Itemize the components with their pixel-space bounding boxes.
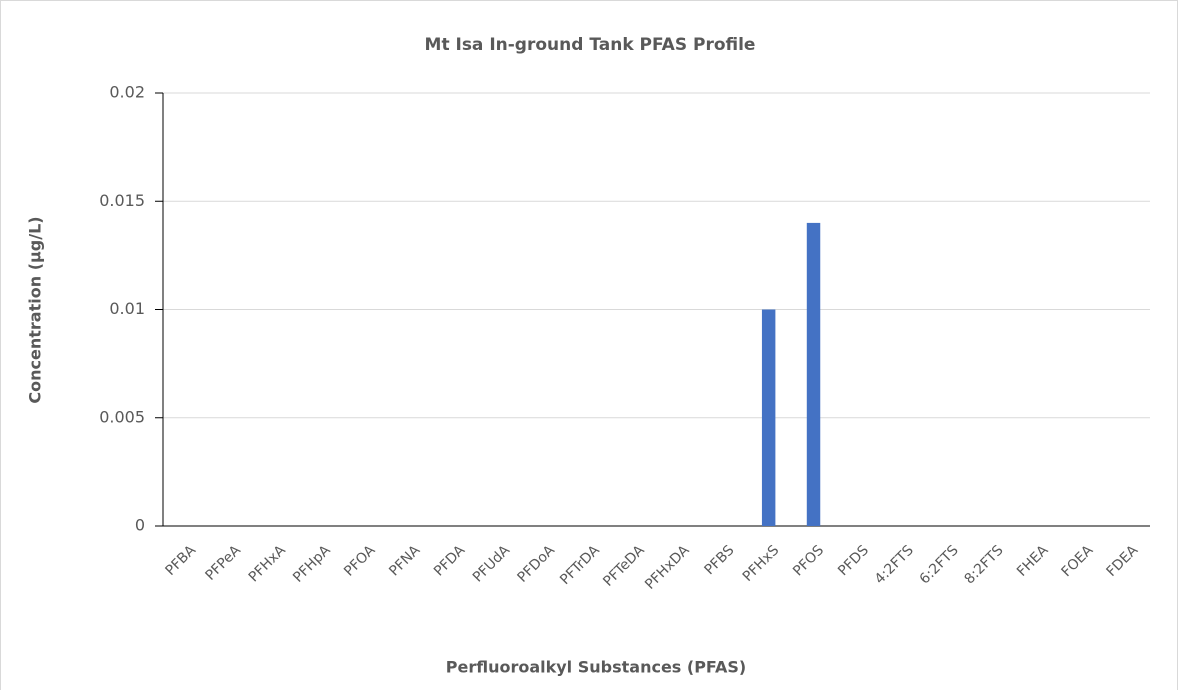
x-axis-title: Perfluoroalkyl Substances (PFAS) <box>446 658 747 677</box>
y-tick-label: 0 <box>135 516 145 535</box>
y-tick-label: 0.01 <box>109 299 145 318</box>
y-axis-title: Concentration (µg/L) <box>26 216 45 403</box>
bar <box>761 309 776 526</box>
bar <box>806 222 821 526</box>
y-tick-label: 0.02 <box>109 83 145 102</box>
y-tick-label: 0.005 <box>99 407 145 426</box>
chart-title: Mt Isa In-ground Tank PFAS Profile <box>425 35 756 55</box>
y-tick-label: 0.015 <box>99 191 145 210</box>
